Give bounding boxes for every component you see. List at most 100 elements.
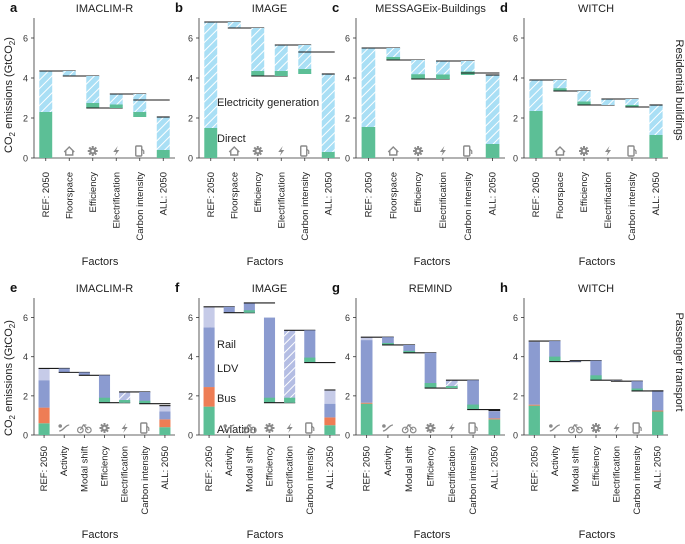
route-path xyxy=(224,424,235,432)
y-tick-label: 2 xyxy=(513,114,518,124)
bar-segment-direct-change xyxy=(304,357,316,363)
x-tick-label: Electrification xyxy=(612,446,623,503)
x-tick-label: Electrification xyxy=(120,446,131,503)
waterfall-bar xyxy=(631,381,643,391)
bar-segment-ldv xyxy=(159,411,171,420)
y-tick-label: 2 xyxy=(23,391,28,401)
bar-segment-direct-change xyxy=(139,400,151,404)
x-tick-label: ALL: 2050 xyxy=(651,172,662,215)
gear-icon xyxy=(425,423,436,433)
x-axis-title: Factors xyxy=(414,256,451,268)
x-tick-label: ALL: 2050 xyxy=(323,172,334,215)
bolt-icon xyxy=(278,146,285,156)
x-tick-label: REF: 2050 xyxy=(206,172,217,217)
bar-segment-bus xyxy=(488,418,501,420)
bicycle-wheel xyxy=(409,426,417,434)
bar-segment-aviation xyxy=(488,419,501,435)
bar-segment-rail xyxy=(203,306,215,328)
fuel-pump-icon xyxy=(468,422,478,434)
gear-hole xyxy=(268,426,271,430)
waterfall-bar xyxy=(549,341,561,362)
bar-segment-direct-change xyxy=(467,404,479,410)
bar-segment-direct-change xyxy=(263,397,276,403)
bar-segment-direct xyxy=(321,152,335,158)
waterfall-bar xyxy=(98,375,111,403)
bicycle-icon xyxy=(568,424,583,434)
x-tick-label: REF: 2050 xyxy=(41,172,52,217)
x-tick-label: ALL: 2050 xyxy=(489,446,500,489)
y-tick-label: 2 xyxy=(345,114,350,124)
house-icon xyxy=(387,146,399,156)
bar-segment-direct-change xyxy=(298,69,312,74)
x-tick-label: REF: 2050 xyxy=(529,446,540,491)
panel-h: 0 2 4 6 h WITCH REF: 2050 Activity Modal shift Ef… xyxy=(500,280,668,541)
y-tick-label: 6 xyxy=(513,313,518,323)
y-tick-label: 0 xyxy=(188,431,193,441)
y-tick-label: 6 xyxy=(345,313,350,323)
gear-hole xyxy=(256,149,260,153)
bar-segment-bus xyxy=(38,407,50,424)
bar-segment-bus xyxy=(528,404,540,406)
house-icon xyxy=(554,146,566,156)
y-tick-label: 0 xyxy=(188,154,193,164)
fuel-pump-icon xyxy=(305,422,315,434)
panel-title: WITCH xyxy=(578,3,614,15)
y-tick-label: 2 xyxy=(23,114,28,124)
gear-hole xyxy=(594,426,598,430)
route-icon xyxy=(58,424,70,432)
x-tick-label: Carbon intensity xyxy=(300,172,311,241)
panel-letter: g xyxy=(332,280,340,295)
x-tick-label: ALL: 2050 xyxy=(488,172,499,215)
x-tick-label: Floorspace xyxy=(388,172,399,219)
label-electricity-generation: Electricity generation xyxy=(217,97,319,109)
fuel-pump-icon xyxy=(140,422,150,434)
bar-segment-aviation xyxy=(360,403,373,435)
x-tick-label: Activity xyxy=(550,446,561,476)
bicycle-frame xyxy=(570,424,580,431)
label-bus: Bus xyxy=(217,393,236,405)
bar-segment-direct xyxy=(156,150,170,158)
waterfall-bar xyxy=(403,344,416,353)
bar-segment-direct-change xyxy=(553,88,567,91)
fuel-pump-icon xyxy=(463,145,473,157)
x-axis-title: Factors xyxy=(82,529,119,541)
pump-body xyxy=(468,422,476,434)
x-axis-title: Factors xyxy=(414,529,451,541)
panel-letter: a xyxy=(10,0,18,15)
x-tick-label: Carbon intensity xyxy=(463,172,474,241)
gear-hole xyxy=(416,149,420,153)
x-tick-label: ALL: 2050 xyxy=(653,446,664,489)
pump-hose xyxy=(638,425,642,431)
x-tick-label: REF: 2050 xyxy=(531,172,542,217)
fuel-pump-icon xyxy=(627,145,637,157)
panel-letter: d xyxy=(500,0,508,15)
x-axis-title: Factors xyxy=(82,256,119,268)
y-tick-label: 2 xyxy=(188,391,193,401)
y-tick-label: 6 xyxy=(23,34,28,44)
pump-body xyxy=(135,145,143,157)
y-tick-label: 4 xyxy=(513,74,518,84)
bar-segment-direct xyxy=(485,144,500,158)
fuel-pump-icon xyxy=(300,145,310,157)
y-tick-label: 0 xyxy=(23,154,28,164)
bar-segment-ldv xyxy=(488,411,501,419)
x-tick-label: Activity xyxy=(224,446,235,476)
waterfall-bar xyxy=(304,330,316,363)
y-tick-label: 4 xyxy=(188,352,193,362)
y-tick-label: 0 xyxy=(513,154,518,164)
gear-icon xyxy=(87,146,98,156)
route-icon xyxy=(223,424,235,432)
bar-segment-direct xyxy=(39,112,53,158)
gear-icon xyxy=(591,423,601,433)
bicycle-wheel xyxy=(576,426,583,434)
fuel-pump-icon xyxy=(135,145,145,157)
waterfall-bar xyxy=(601,99,615,105)
panel-letter: c xyxy=(332,0,339,15)
waterfall-bar xyxy=(553,80,567,91)
gear-icon xyxy=(99,423,110,433)
waterfall-bar xyxy=(227,22,241,28)
bicycle-wheel xyxy=(401,426,409,434)
x-tick-label: Electrification xyxy=(447,446,458,503)
x-tick-label: Efficiency xyxy=(413,172,424,213)
